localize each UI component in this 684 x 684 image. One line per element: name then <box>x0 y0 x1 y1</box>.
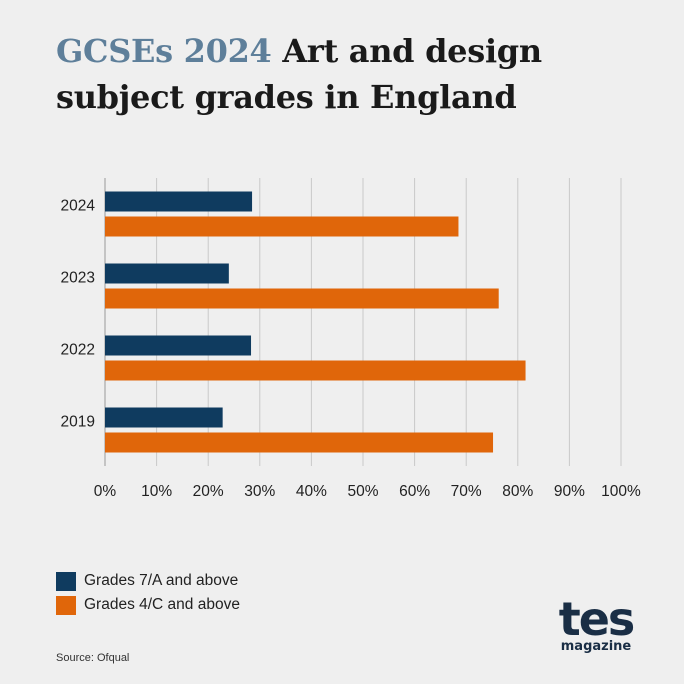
source-note: Source: Ofqual <box>56 652 130 664</box>
logo-sub-text: magazine <box>560 639 632 654</box>
bar-grades-7a-2024 <box>105 191 253 212</box>
chart-title-line2: subject grades in England <box>56 78 517 116</box>
x-tick-label: 10% <box>141 483 172 500</box>
bar-grades-4c-2023 <box>105 288 499 309</box>
y-category-label: 2023 <box>61 270 95 287</box>
bar-chart: 0% 10% 20% 30% 40% 50% 60% 70% 80% 90% 100% 2024 202… <box>61 178 641 500</box>
bar-grades-7a-2022 <box>105 335 252 356</box>
x-tick-label: 100% <box>601 483 641 500</box>
legend-swatch-grades-7a <box>56 571 76 591</box>
chart-title: GCSEs 2024 Art and design subject grades … <box>56 28 542 120</box>
x-tick-label: 90% <box>554 483 585 500</box>
y-category-label: 2019 <box>61 414 95 431</box>
x-tick-label: 80% <box>502 483 533 500</box>
x-tick-label: 60% <box>399 483 430 500</box>
legend-label-grades-7a: Grades 7/A and above <box>84 572 239 589</box>
x-tick-label: 40% <box>296 483 327 500</box>
x-tick-label: 50% <box>347 483 378 500</box>
logo-main-text: tes <box>558 592 636 646</box>
bar-grades-4c-2019 <box>105 432 494 453</box>
chart-title-rest: Art and design <box>271 32 542 70</box>
x-tick-label: 0% <box>94 483 117 500</box>
x-tick-label: 20% <box>193 483 224 500</box>
x-tick-label: 30% <box>244 483 275 500</box>
tes-magazine-logo: tes magazine <box>556 596 636 654</box>
chart-title-accent: GCSEs 2024 <box>56 32 272 70</box>
y-category-label: 2022 <box>61 342 95 359</box>
legend: Grades 7/A and above Grades 4/C and abov… <box>56 570 240 618</box>
x-tick-label: 70% <box>451 483 482 500</box>
bar-grades-4c-2022 <box>105 360 526 381</box>
bar-grades-4c-2024 <box>105 216 459 237</box>
bar-grades-7a-2023 <box>105 263 229 284</box>
legend-label-grades-4c: Grades 4/C and above <box>84 596 240 613</box>
y-category-label: 2024 <box>61 198 96 215</box>
bar-grades-7a-2019 <box>105 407 223 428</box>
legend-swatch-grades-4c <box>56 595 76 615</box>
legend-item-grades-7a: Grades 7/A and above <box>56 570 240 592</box>
legend-item-grades-4c: Grades 4/C and above <box>56 594 240 616</box>
